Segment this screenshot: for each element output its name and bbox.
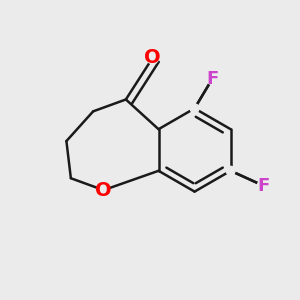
- Text: O: O: [95, 181, 112, 200]
- Circle shape: [147, 52, 158, 64]
- Text: O: O: [144, 48, 161, 68]
- Circle shape: [257, 180, 269, 192]
- Circle shape: [206, 73, 218, 85]
- Circle shape: [190, 104, 199, 113]
- Text: F: F: [206, 70, 218, 88]
- Circle shape: [98, 184, 110, 196]
- Text: F: F: [257, 177, 269, 195]
- Circle shape: [226, 166, 235, 175]
